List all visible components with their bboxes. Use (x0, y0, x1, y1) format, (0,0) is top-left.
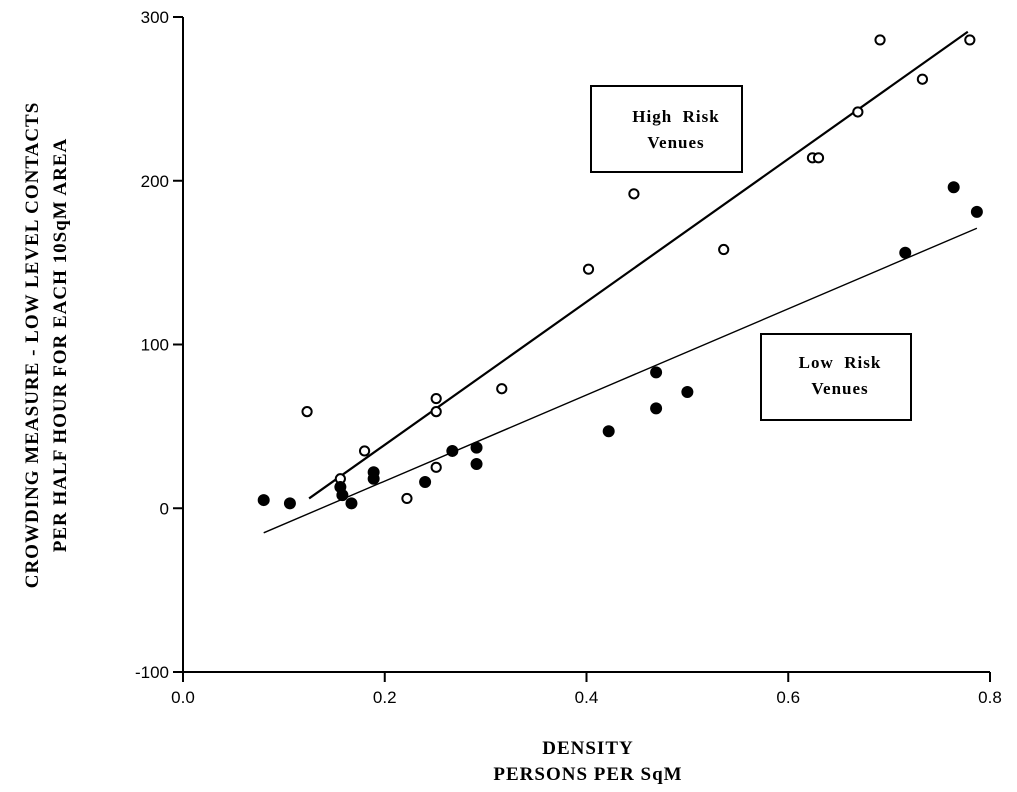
legend-low-risk-box (760, 333, 912, 421)
high-risk-point (964, 34, 976, 46)
y-axis-title-line2: PER HALF HOUR FOR EACH 10SqM AREA (50, 138, 71, 552)
high-risk-point (496, 383, 508, 395)
y-tick-label: 0 (160, 499, 169, 518)
low-risk-point (367, 472, 380, 485)
high-risk-point (916, 73, 929, 85)
x-tick-label: 0.4 (575, 688, 599, 707)
high-risk-point (430, 392, 442, 405)
low-risk-point (470, 441, 483, 454)
y-tick-label: 300 (141, 8, 169, 27)
high-risk-point (301, 406, 313, 418)
y-tick-label: 200 (141, 172, 169, 191)
low-risk-point (970, 205, 983, 218)
high-risk-point (358, 445, 371, 457)
x-tick-label: 0.8 (978, 688, 1002, 707)
legend-high-risk-line1: High Risk (632, 107, 719, 126)
low-risk-point (345, 497, 358, 510)
legend-low-risk-line1: Low Risk (799, 353, 882, 372)
high-risk-point (430, 461, 442, 473)
high-risk-point (430, 406, 442, 418)
legend-high-risk-line2: Venues (647, 133, 704, 152)
legend-low-risk-line2: Venues (811, 379, 868, 398)
axes: 0.0 0.2 0.4 0.6 0.8 -100 0 100 200 300 (135, 8, 1002, 707)
low-risk-point (650, 402, 663, 415)
low-risk-point (947, 181, 960, 194)
low-risk-point (257, 494, 270, 507)
low-risk-point (419, 476, 432, 489)
x-tick-label: 0.6 (776, 688, 800, 707)
low-risk-point (336, 489, 349, 502)
legend-high-risk: High Risk Venues (590, 85, 743, 173)
high-risk-point (852, 106, 864, 118)
x-tick-label: 0.2 (373, 688, 397, 707)
x-axis-title: DENSITY PERSONS PER SqM (493, 738, 682, 785)
low-risk-point (899, 246, 912, 259)
low-risk-point (602, 425, 615, 438)
high-risk-point (812, 152, 825, 164)
data-points (257, 34, 983, 510)
high-risk-point (582, 263, 595, 275)
x-axis-title-line1: DENSITY (542, 738, 633, 759)
x-axis-title-line2: PERSONS PER SqM (493, 764, 682, 785)
legend-low-risk: Low Risk Venues (760, 333, 912, 421)
legend-high-risk-box (590, 85, 743, 173)
y-axis-title-line1: CROWDING MEASURE - LOW LEVEL CONTACTS (22, 102, 43, 589)
high-risk-point (874, 34, 886, 46)
low-risk-point (283, 497, 296, 510)
low-risk-point (470, 458, 483, 471)
low-risk-point (650, 366, 663, 379)
y-tick-label: -100 (135, 663, 169, 682)
low-risk-point (681, 385, 694, 398)
high-risk-point (628, 188, 640, 200)
x-tick-label: 0.0 (171, 688, 195, 707)
high-risk-point (401, 492, 413, 505)
high-risk-point (718, 243, 730, 256)
low-risk-fit-line (263, 227, 978, 534)
y-tick-label: 100 (141, 336, 169, 355)
low-risk-point (446, 444, 459, 457)
y-axis-title: CROWDING MEASURE - LOW LEVEL CONTACTS PE… (22, 102, 71, 589)
